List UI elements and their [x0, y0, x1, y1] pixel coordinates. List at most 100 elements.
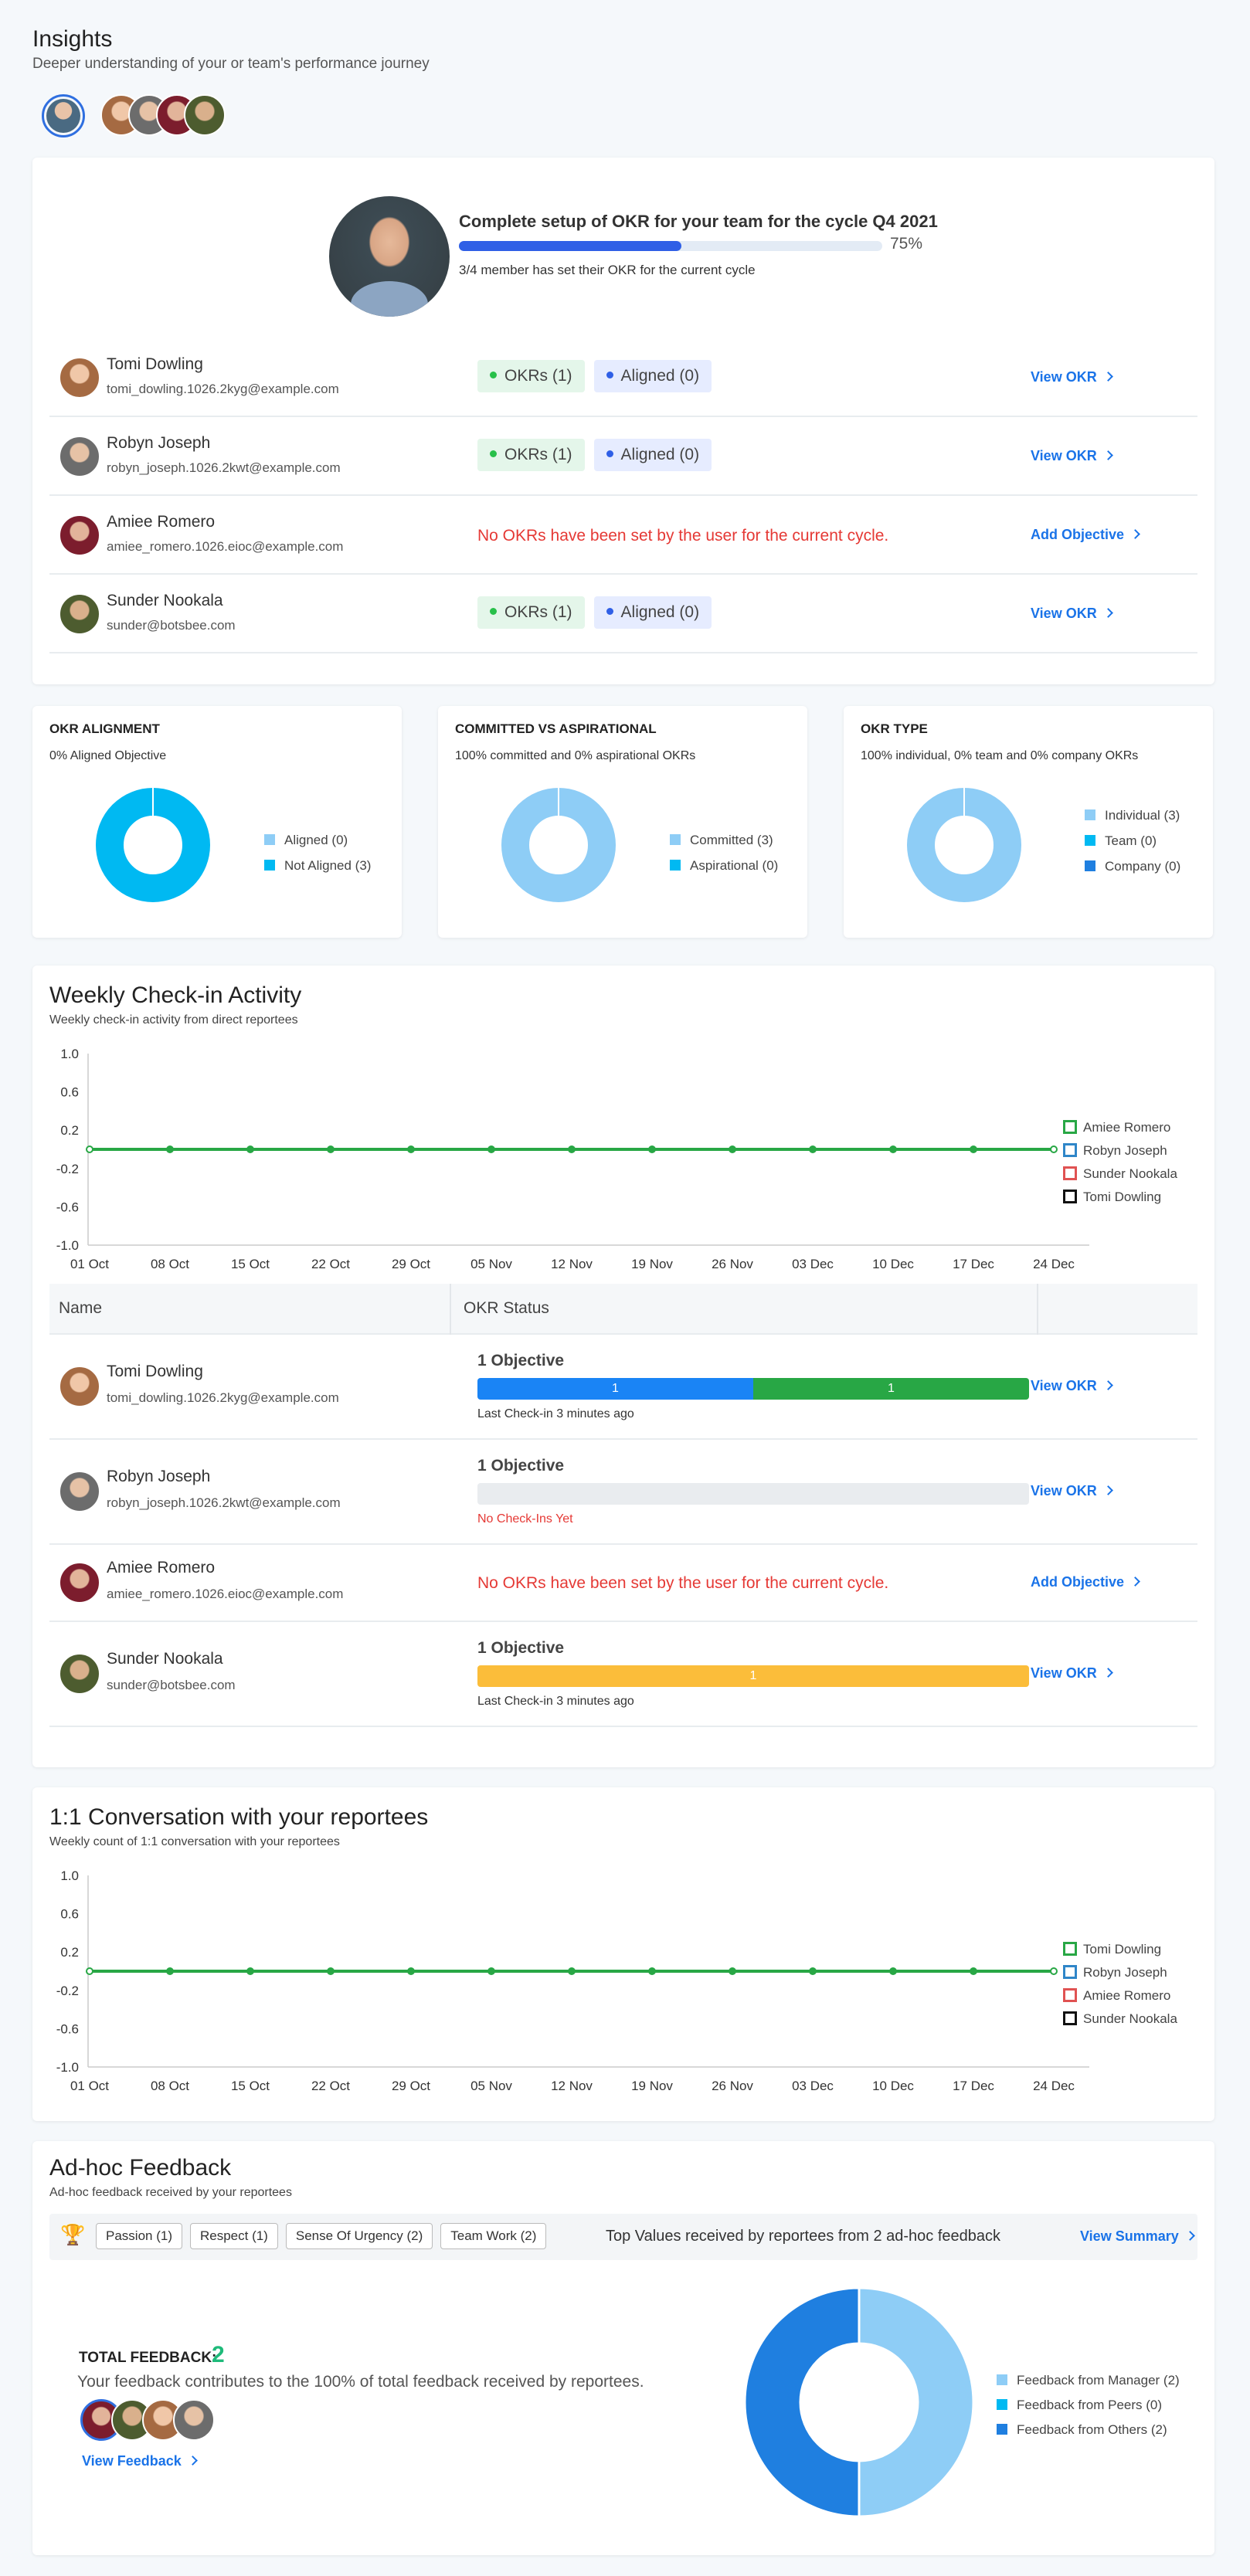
checkin-note: Last Check-in 3 minutes ago	[477, 1407, 634, 1420]
aligned-pill[interactable]: Aligned (0)	[593, 596, 712, 629]
value-tag[interactable]: Team Work (2)	[440, 2223, 547, 2249]
member-name: Robyn Joseph	[107, 434, 211, 452]
legend-swatch	[264, 833, 275, 845]
data-point	[166, 1967, 174, 1975]
data-point	[166, 1145, 174, 1153]
data-point	[729, 1145, 736, 1153]
chevron-right-icon	[1102, 1485, 1113, 1495]
avatar	[59, 593, 100, 635]
view-okr-link[interactable]: View OKR	[1031, 448, 1113, 464]
legend-item[interactable]: Amiee Romero	[1063, 1119, 1177, 1135]
view-okr-link[interactable]: View OKR	[1031, 606, 1113, 622]
avatar	[59, 1471, 100, 1512]
x-tick-label: 26 Nov	[712, 2079, 753, 2093]
progress-segment: 1	[477, 1665, 1029, 1687]
no-okr-message: No OKRs have been set by the user for th…	[477, 1574, 889, 1592]
x-tick-label: 01 Oct	[70, 2079, 109, 2093]
total-feedback-label: TOTAL FEEDBACK:	[79, 2350, 217, 2366]
link-label: View OKR	[1031, 1483, 1097, 1498]
self-avatar-filter[interactable]	[42, 94, 85, 137]
view-okr-link[interactable]: View OKR	[1031, 1378, 1113, 1394]
legend-item[interactable]: Amiee Romero	[1063, 1987, 1177, 2004]
member-email: robyn_joseph.1026.2kwt@example.com	[107, 460, 341, 475]
link-label: Add Objective	[1031, 527, 1125, 542]
legend-swatch	[1063, 1142, 1077, 1157]
view-okr-link[interactable]: View OKR	[1031, 369, 1113, 385]
legend-item: Feedback from Peers (0)	[997, 2398, 1180, 2413]
value-tag[interactable]: Respect (1)	[189, 2223, 278, 2249]
y-tick-label: -0.6	[56, 2021, 79, 2036]
add-objective-link[interactable]: Add Objective	[1031, 1574, 1140, 1590]
donut-legend: Committed (3) Aspirational (0)	[670, 833, 778, 884]
donut-card-subtitle: 0% Aligned Objective	[49, 749, 167, 762]
add-objective-link[interactable]: Add Objective	[1031, 527, 1140, 543]
legend-item[interactable]: Sunder Nookala	[1063, 2011, 1177, 2027]
legend-item[interactable]: Robyn Joseph	[1063, 1142, 1177, 1159]
x-tick-label: 05 Nov	[470, 2079, 512, 2093]
view-feedback-link[interactable]: View Feedback	[82, 2453, 198, 2469]
donut-card-title: OKR TYPE	[861, 721, 928, 736]
okrs-count: OKRs (1)	[504, 446, 572, 463]
member-email: tomi_dowling.1026.2kyg@example.com	[107, 1390, 339, 1405]
view-okr-link[interactable]: View OKR	[1031, 1483, 1113, 1499]
legend-item[interactable]: Tomi Dowling	[1063, 1941, 1177, 1957]
legend-item[interactable]: Robyn Joseph	[1063, 1964, 1177, 1980]
value-tag[interactable]: Passion (1)	[96, 2223, 182, 2249]
objective-count: 1 Objective	[477, 1457, 565, 1475]
link-label: View OKR	[1031, 1378, 1097, 1393]
view-summary-link[interactable]: View Summary	[1080, 2228, 1195, 2245]
x-tick-label: 05 Nov	[470, 1257, 512, 1271]
okrs-pill[interactable]: OKRs (1)	[477, 439, 585, 471]
donut-slice	[858, 2286, 975, 2518]
data-point	[487, 1145, 495, 1153]
legend-swatch	[1085, 860, 1095, 871]
y-tick-label: 0.2	[60, 1945, 79, 1960]
okrs-pill[interactable]: OKRs (1)	[477, 360, 585, 392]
x-tick-label: 15 Oct	[231, 2079, 270, 2093]
legend-swatch	[1063, 1987, 1077, 2002]
checkin-note: No Check-Ins Yet	[477, 1512, 573, 1526]
checkin-note: Last Check-in 3 minutes ago	[477, 1695, 634, 1708]
donut-slice	[743, 2286, 861, 2518]
x-tick-label: 12 Nov	[551, 1257, 593, 1271]
page-title: Insights	[32, 26, 113, 52]
data-point	[970, 1145, 977, 1153]
x-tick-label: 29 Oct	[392, 2079, 430, 2093]
avatar	[184, 94, 226, 136]
legend-item[interactable]: Sunder Nookala	[1063, 1166, 1177, 1182]
okr-pills: OKRs (1) Aligned (0)	[477, 439, 721, 471]
link-label: View OKR	[1031, 448, 1097, 463]
donut-card: OKR TYPE 100% individual, 0% team and 0% …	[844, 706, 1213, 938]
chevron-right-icon	[1102, 1668, 1113, 1678]
link-label: View OKR	[1031, 606, 1097, 621]
member-name: Amiee Romero	[107, 1559, 216, 1576]
legend-item[interactable]: Tomi Dowling	[1063, 1189, 1177, 1205]
x-tick-label: 03 Dec	[792, 1257, 834, 1271]
legend-label: Amiee Romero	[1083, 1988, 1171, 2003]
aligned-count: Aligned (0)	[620, 446, 700, 463]
legend-swatch	[1063, 1189, 1077, 1203]
donut-chart	[501, 788, 616, 902]
value-tag[interactable]: Sense Of Urgency (2)	[285, 2223, 433, 2249]
legend-label: Robyn Joseph	[1083, 1143, 1167, 1158]
avatar	[59, 436, 100, 477]
member-email: robyn_joseph.1026.2kwt@example.com	[107, 1495, 341, 1510]
link-label: View OKR	[1031, 1665, 1097, 1681]
data-point	[889, 1145, 897, 1153]
aligned-pill[interactable]: Aligned (0)	[593, 360, 712, 392]
aligned-pill[interactable]: Aligned (0)	[593, 439, 712, 471]
okrs-pill[interactable]: OKRs (1)	[477, 596, 585, 629]
data-point	[327, 1145, 335, 1153]
status-dot	[490, 607, 497, 615]
checkin-table-header: Name OKR Status	[49, 1284, 1197, 1335]
x-tick-label: 19 Nov	[631, 2079, 673, 2093]
team-avatar-group[interactable]	[100, 94, 232, 137]
view-okr-link[interactable]: View OKR	[1031, 1665, 1113, 1682]
feedback-donut-chart	[743, 2286, 975, 2518]
y-tick-label: -0.2	[56, 1162, 79, 1176]
legend-label: Sunder Nookala	[1083, 2011, 1177, 2026]
checkin-row: Robyn Joseph robyn_joseph.1026.2kwt@examp…	[49, 1440, 1197, 1545]
checkin-row: Sunder Nookala sunder@botsbee.com 1 Object…	[49, 1622, 1197, 1727]
setup-progress-track	[459, 241, 882, 251]
value-tags: Passion (1) Respect (1) Sense Of Urgency (…	[96, 2223, 554, 2249]
